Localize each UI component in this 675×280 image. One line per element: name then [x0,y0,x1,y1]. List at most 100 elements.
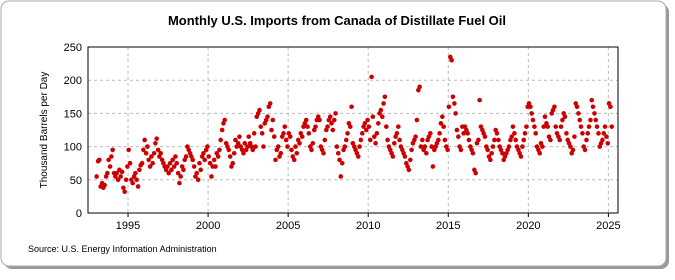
data-point [149,154,154,159]
data-point [282,124,288,129]
data-point [458,147,464,153]
frame [0,0,667,267]
data-point [441,124,446,129]
data-point [371,134,377,139]
data-point [287,134,293,139]
data-point [476,137,481,143]
data-point [530,117,536,123]
data-point [512,131,517,136]
data-point [335,150,341,156]
data-point [366,124,372,129]
data-point [150,160,155,166]
data-point [522,131,528,136]
data-point [413,134,418,139]
data-point [520,144,525,149]
data-point [510,124,516,129]
data-point [271,134,277,139]
data-point [521,137,526,143]
data-point [452,101,457,106]
data-point [564,131,569,136]
data-point [430,164,436,169]
data-point [489,150,494,156]
data-point [321,150,326,156]
data-point [408,157,413,163]
data-point [174,160,180,166]
data-point [102,182,107,188]
data-point [492,137,497,143]
data-point [329,121,334,126]
data-point [409,147,414,153]
data-point [373,140,378,146]
data-point [500,150,505,156]
data-point [548,137,553,143]
data-point [213,164,218,169]
data-point [134,177,139,183]
data-point [442,137,448,143]
data-point [494,131,500,136]
data-point [227,154,233,159]
data-point [422,144,428,149]
data-point [357,144,362,149]
data-point [532,124,537,129]
data-point [470,150,476,156]
data-point [552,104,557,110]
data-point [518,154,524,159]
data-point [233,137,238,143]
data-point [343,137,349,143]
data-point [313,124,318,129]
x-tick-label: 2020 [516,220,540,232]
data-point [604,134,609,139]
data-point [123,177,129,183]
data-point [450,94,456,100]
data-point [440,114,445,120]
data-point [490,144,496,149]
data-point [596,131,601,136]
data-point [155,147,161,153]
data-point [488,157,493,163]
data-point [246,134,252,139]
data-point [305,124,310,129]
data-point [345,131,350,136]
data-point [576,111,581,116]
data-point [572,134,577,139]
data-point [601,131,607,136]
data-point [294,150,300,156]
data-point [506,144,512,149]
data-point [449,57,454,63]
data-point [608,104,613,110]
data-point [115,177,121,183]
data-point [533,131,538,136]
data-point [273,157,278,163]
data-point [165,164,170,169]
data-point [147,164,153,169]
data-point [209,174,214,179]
data-point [297,140,302,146]
data-point [417,84,422,90]
data-point [390,154,396,159]
data-point [202,157,208,163]
data-point [191,164,197,169]
data-point [397,137,402,143]
y-tick-label: 250 [64,42,82,54]
data-point [590,104,596,110]
data-point [275,144,281,149]
data-point [338,174,344,179]
y-tick-label: 0 [76,208,82,220]
data-point [139,160,145,166]
data-point [589,97,595,103]
data-point [331,117,337,123]
data-point [195,177,201,183]
data-point [602,124,608,129]
data-point [130,180,135,186]
data-point [310,140,316,146]
data-point [207,160,213,166]
data-point [473,170,478,176]
data-point [339,160,345,166]
data-point [222,117,228,123]
data-point [540,144,545,149]
x-tick-label: 2025 [596,220,620,232]
data-point [197,160,202,166]
data-point [110,147,115,153]
data-point [513,137,518,143]
